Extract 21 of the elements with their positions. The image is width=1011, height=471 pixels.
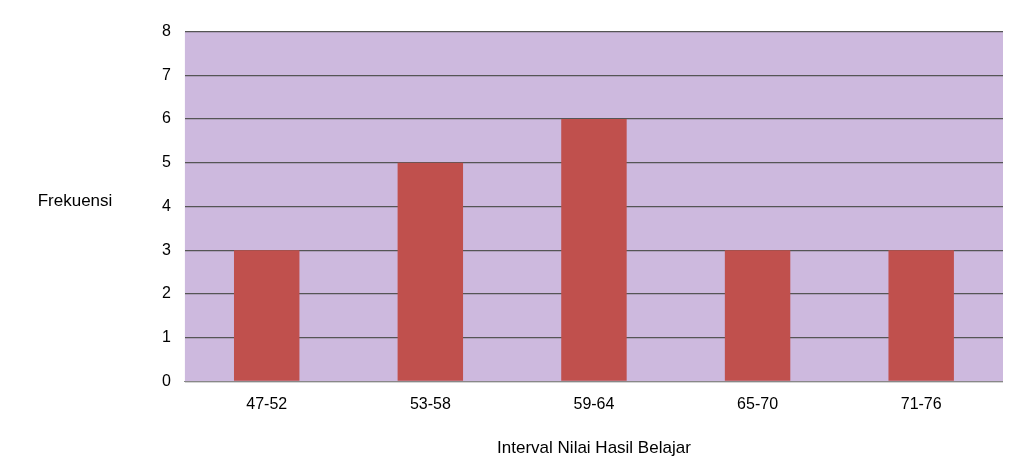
y-tick-label: 5 [161, 153, 171, 171]
x-tick-label: 59-64 [573, 395, 615, 413]
x-tick-label: 65-70 [737, 395, 779, 413]
y-axis-title: Frekuensi [37, 191, 113, 211]
y-tick-label: 6 [161, 109, 171, 127]
y-tick-label: 1 [161, 328, 171, 346]
y-tick-label: 3 [161, 240, 171, 258]
y-tick-label: 7 [161, 65, 171, 83]
x-tick-label: 47-52 [246, 395, 288, 413]
bar [397, 162, 464, 381]
bar [233, 250, 300, 381]
y-tick-label: 2 [161, 284, 171, 302]
bar [724, 250, 791, 381]
x-tick-label: 71-76 [900, 395, 942, 413]
y-tick-label: 8 [161, 22, 171, 40]
x-axis-title: Interval Nilai Hasil Belajar [497, 438, 692, 458]
y-tick-label: 0 [161, 371, 171, 389]
x-tick-label: 53-58 [409, 395, 451, 413]
bar [888, 250, 954, 381]
y-tick-label: 4 [161, 196, 171, 214]
bar [561, 119, 627, 381]
